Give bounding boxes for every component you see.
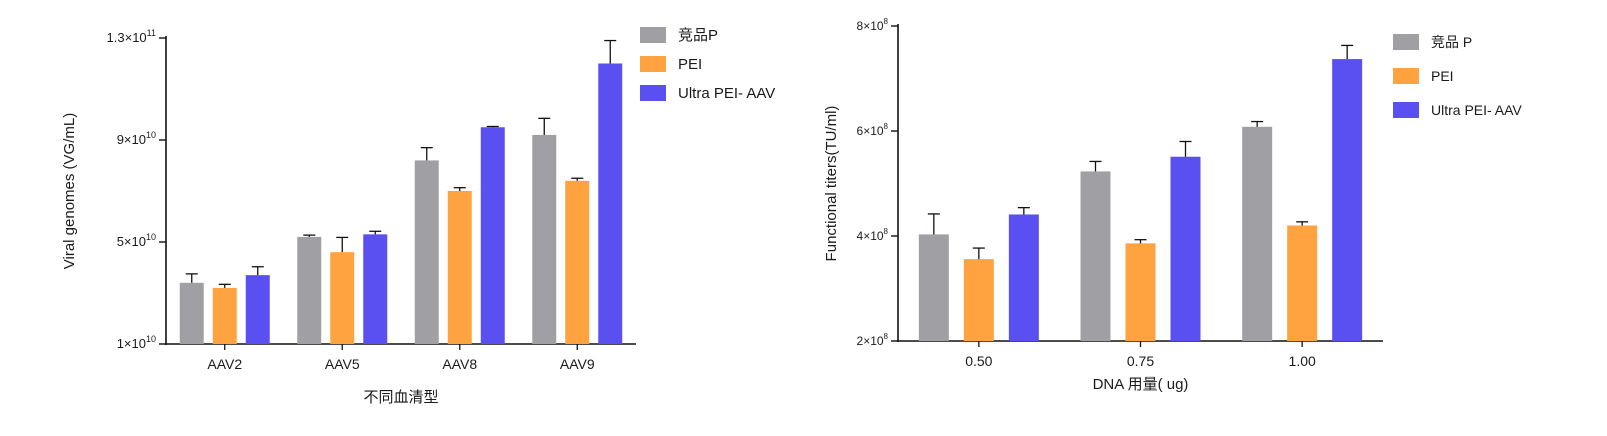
x-tick-label: AAV5 <box>325 356 360 372</box>
y-tick-mantissa: 8×10 <box>857 19 884 33</box>
y-tick-mantissa: 2×10 <box>857 334 884 348</box>
bar <box>1332 59 1363 341</box>
y-tick-exponent: 11 <box>147 28 156 38</box>
bar <box>212 287 237 344</box>
x-tick-label: AAV2 <box>207 356 242 372</box>
y-tick-exponent: 8 <box>884 122 889 131</box>
bar <box>245 275 270 344</box>
bar <box>179 282 204 344</box>
y-tick-exponent: 10 <box>146 130 156 140</box>
x-tick-label: 0.50 <box>965 353 992 369</box>
legend-label: PEI <box>678 56 702 73</box>
y-tick-exponent: 8 <box>884 17 889 26</box>
legend-label: Ultra PEI- AAV <box>1431 102 1522 118</box>
bar <box>480 127 505 344</box>
bar <box>297 236 322 344</box>
y-tick-label: 8×108 <box>857 17 889 33</box>
bar <box>1242 126 1273 341</box>
y-tick-label: 4×108 <box>857 227 889 243</box>
y-tick-exponent: 10 <box>146 334 156 344</box>
bar <box>598 63 623 344</box>
bar <box>447 191 472 344</box>
y-tick-exponent: 8 <box>884 332 889 341</box>
x-tick-label: AAV9 <box>560 356 595 372</box>
y-tick-mantissa: 6×10 <box>857 124 884 138</box>
legend-swatch <box>640 27 666 43</box>
legend-label: 竞品 P <box>1431 34 1472 50</box>
y-tick-label: 5×1010 <box>117 232 156 249</box>
bar <box>1080 171 1111 341</box>
y-tick-label: 2×108 <box>857 332 889 348</box>
legend-swatch <box>640 85 666 101</box>
legend-swatch <box>1393 34 1419 50</box>
legend-swatch <box>1393 102 1419 118</box>
legend-swatch <box>640 56 666 72</box>
legend-swatch <box>1393 68 1419 84</box>
y-tick-mantissa: 5×10 <box>117 234 146 249</box>
x-tick-label: 1.00 <box>1289 353 1316 369</box>
bar <box>532 134 557 344</box>
legend-label: 竞品P <box>678 26 718 44</box>
y-tick-exponent: 10 <box>146 232 156 242</box>
bar <box>918 234 949 341</box>
y-tick-mantissa: 1×10 <box>117 336 146 351</box>
y-tick-label: 6×108 <box>857 122 889 138</box>
y-axis-title: Functional titers(TU/ml) <box>823 106 840 262</box>
bar <box>1125 243 1156 341</box>
x-axis-title: DNA 用量( ug) <box>1093 376 1189 393</box>
bar <box>963 259 994 341</box>
y-tick-label: 1.3×1011 <box>107 28 156 45</box>
bar <box>1008 214 1039 341</box>
bar <box>363 234 388 344</box>
y-tick-label: 9×1010 <box>117 130 156 147</box>
y-axis-title: Viral genomes (VG/mL) <box>61 113 78 269</box>
x-tick-label: AAV8 <box>442 356 477 372</box>
x-tick-label: 0.75 <box>1127 353 1154 369</box>
y-tick-mantissa: 9×10 <box>117 132 146 147</box>
bar <box>414 160 439 344</box>
y-tick-exponent: 8 <box>884 227 889 236</box>
x-axis-title: 不同血清型 <box>363 389 438 406</box>
y-tick-label: 1×1010 <box>117 334 156 351</box>
bar <box>1287 225 1318 341</box>
bar <box>1170 156 1201 341</box>
bar <box>330 252 355 344</box>
y-tick-mantissa: 4×10 <box>857 229 884 243</box>
legend-label: PEI <box>1431 68 1454 84</box>
y-tick-mantissa: 1.3×10 <box>107 30 147 45</box>
legend-label: Ultra PEI- AAV <box>678 85 775 102</box>
bar <box>565 180 590 344</box>
